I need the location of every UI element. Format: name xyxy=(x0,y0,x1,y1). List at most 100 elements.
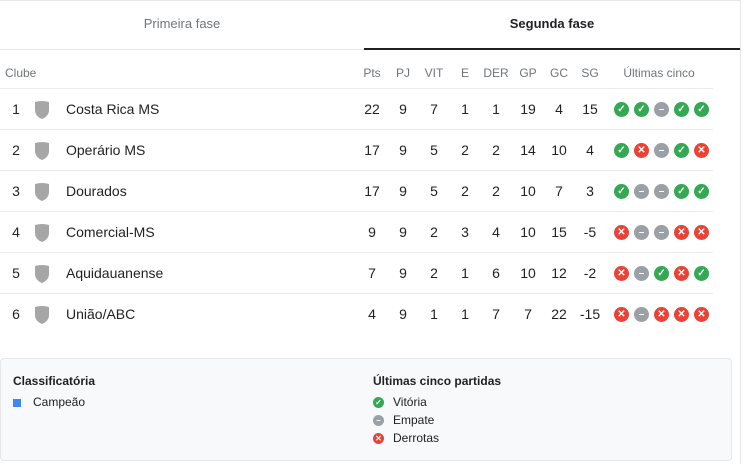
stat-gc: 15 xyxy=(551,224,567,240)
stat-pj: 9 xyxy=(399,183,407,199)
club-name[interactable]: Comercial-MS xyxy=(66,224,155,240)
draw-icon[interactable]: – xyxy=(634,225,649,240)
table-row[interactable]: 5 Aquidauanense 7 9 2 1 6 10 12 -2 ✕ – ✓ ✕ ✓ xyxy=(0,252,713,293)
loss-icon: ✕ xyxy=(373,433,384,444)
stat-vit: 2 xyxy=(430,265,438,281)
loss-icon[interactable]: ✕ xyxy=(614,225,629,240)
club-name[interactable]: União/ABC xyxy=(66,306,136,322)
stat-gc: 7 xyxy=(555,183,563,199)
stat-gp: 10 xyxy=(520,265,536,281)
draw-icon[interactable]: – xyxy=(634,307,649,322)
header-gc: GC xyxy=(550,66,568,80)
position: 4 xyxy=(12,224,20,240)
stat-gp: 19 xyxy=(520,101,536,117)
draw-icon[interactable]: – xyxy=(654,225,669,240)
stat-vit: 7 xyxy=(430,101,438,117)
win-icon[interactable]: ✓ xyxy=(694,102,709,117)
loss-icon[interactable]: ✕ xyxy=(674,307,689,322)
stat-gp: 10 xyxy=(520,224,536,240)
loss-icon[interactable]: ✕ xyxy=(614,307,629,322)
stat-der: 2 xyxy=(492,183,500,199)
stat-pts: 9 xyxy=(368,224,376,240)
stat-sg: -2 xyxy=(583,265,597,281)
stat-vit: 5 xyxy=(430,183,438,199)
loss-icon[interactable]: ✕ xyxy=(654,307,669,322)
loss-icon[interactable]: ✕ xyxy=(634,143,649,158)
header-pj: PJ xyxy=(395,66,411,80)
stat-pts: 7 xyxy=(368,265,376,281)
draw-icon[interactable]: – xyxy=(634,266,649,281)
stat-pj: 9 xyxy=(399,101,407,117)
position: 5 xyxy=(12,265,20,281)
stat-gc: 10 xyxy=(551,142,567,158)
draw-icon[interactable]: – xyxy=(634,184,649,199)
win-icon[interactable]: ✓ xyxy=(614,184,629,199)
loss-icon[interactable]: ✕ xyxy=(674,266,689,281)
stat-e: 2 xyxy=(461,183,469,199)
stat-gc: 12 xyxy=(551,265,567,281)
table-row[interactable]: 4 Comercial-MS 9 9 2 3 4 10 15 -5 ✕ – – ✕ ✕ xyxy=(0,211,713,252)
win-icon[interactable]: ✓ xyxy=(634,102,649,117)
stat-pts: 22 xyxy=(364,101,380,117)
header-pts: Pts xyxy=(363,66,381,80)
stat-vit: 1 xyxy=(430,306,438,322)
header-vit: VIT xyxy=(424,66,444,80)
table-row[interactable]: 1 Costa Rica MS 22 9 7 1 1 19 4 15 ✓ ✓ – ✓ ✓ xyxy=(0,88,713,129)
draw-icon: – xyxy=(373,415,384,426)
loss-icon[interactable]: ✕ xyxy=(614,266,629,281)
stat-gp: 14 xyxy=(520,142,536,158)
legend-champion: Campeão xyxy=(33,395,86,409)
stat-e: 1 xyxy=(461,265,469,281)
club-name[interactable]: Costa Rica MS xyxy=(66,101,160,117)
win-icon: ✓ xyxy=(373,397,384,408)
stat-sg: 15 xyxy=(582,101,598,117)
stat-der: 6 xyxy=(492,265,500,281)
stat-pts: 17 xyxy=(364,183,380,199)
stat-e: 2 xyxy=(461,142,469,158)
table-row[interactable]: 6 União/ABC 4 9 1 1 7 7 22 -15 ✕ – ✕ ✕ ✕ xyxy=(0,293,713,334)
club-shield-icon xyxy=(35,183,49,201)
position: 2 xyxy=(12,142,20,158)
win-icon[interactable]: ✓ xyxy=(694,266,709,281)
stat-pj: 9 xyxy=(399,142,407,158)
club-name[interactable]: Operário MS xyxy=(66,142,146,158)
stat-sg: 3 xyxy=(586,183,594,199)
table-row[interactable]: 2 Operário MS 17 9 5 2 2 14 10 4 ✓ ✕ – ✓ ✕ xyxy=(0,129,713,170)
win-icon[interactable]: ✓ xyxy=(654,266,669,281)
stat-vit: 2 xyxy=(430,224,438,240)
loss-icon[interactable]: ✕ xyxy=(694,225,709,240)
club-shield-icon xyxy=(35,101,49,119)
top-border xyxy=(0,0,740,1)
loss-icon[interactable]: ✕ xyxy=(694,143,709,158)
draw-icon[interactable]: – xyxy=(654,184,669,199)
win-icon[interactable]: ✓ xyxy=(674,143,689,158)
club-name[interactable]: Dourados xyxy=(66,183,127,199)
tab-segunda-fase[interactable]: Segunda fase xyxy=(364,0,740,50)
win-icon[interactable]: ✓ xyxy=(674,102,689,117)
win-icon[interactable]: ✓ xyxy=(694,184,709,199)
win-icon[interactable]: ✓ xyxy=(614,143,629,158)
position: 3 xyxy=(12,183,20,199)
club-shield-icon xyxy=(35,224,49,242)
club-name[interactable]: Aquidauanense xyxy=(66,265,164,281)
draw-icon[interactable]: – xyxy=(654,102,669,117)
legend-loss: Derrotas xyxy=(393,431,440,445)
header-sg: SG xyxy=(581,66,599,80)
legend: Classificatória Campeão Últimas cinco pa… xyxy=(0,358,732,461)
win-icon[interactable]: ✓ xyxy=(614,102,629,117)
stat-pj: 9 xyxy=(399,306,407,322)
loss-icon[interactable]: ✕ xyxy=(674,225,689,240)
legend-classification-title: Classificatória xyxy=(13,374,96,388)
win-icon[interactable]: ✓ xyxy=(674,184,689,199)
table-row[interactable]: 3 Dourados 17 9 5 2 2 10 7 3 ✓ – – ✓ ✓ xyxy=(0,170,713,211)
header-gp: GP xyxy=(519,66,537,80)
legend-draw: Empate xyxy=(393,413,435,427)
stat-der: 4 xyxy=(492,224,500,240)
stat-pts: 17 xyxy=(364,142,380,158)
loss-icon[interactable]: ✕ xyxy=(694,307,709,322)
stat-gp: 7 xyxy=(524,306,532,322)
stat-gc: 22 xyxy=(551,306,567,322)
tab-primeira-fase[interactable]: Primeira fase xyxy=(0,0,364,50)
legend-last5-title: Últimas cinco partidas xyxy=(373,374,502,388)
draw-icon[interactable]: – xyxy=(654,143,669,158)
